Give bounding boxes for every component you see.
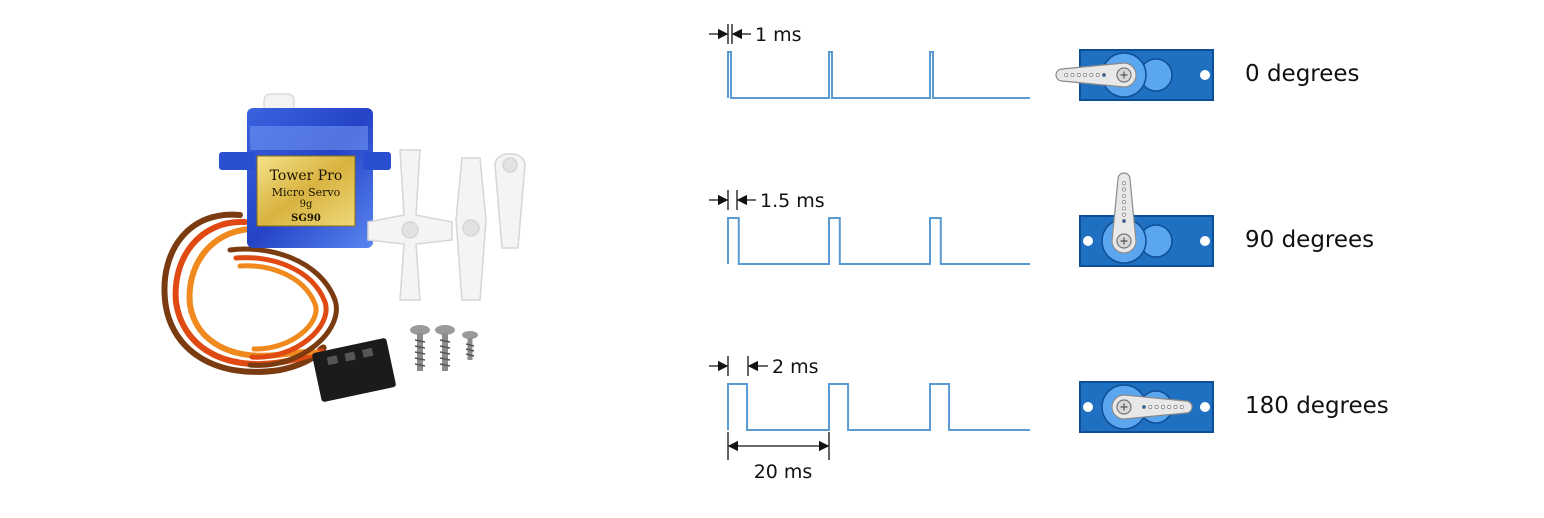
pwm-signal-row-1 [728,218,1030,264]
angle-label-row-0: 0 degrees [1245,61,1360,87]
servo-horns [368,150,525,300]
angle-label-row-1: 90 degrees [1245,227,1374,253]
brand-text: Tower Pro [270,168,343,184]
mount-hole-right [1200,236,1210,246]
servo-icons [1056,50,1213,432]
pulse-width-marker-row-1 [709,190,756,210]
pulse-label-row-0: 1 ms [755,24,802,46]
model-text: SG90 [291,213,321,224]
period-label: 20 ms [754,461,813,483]
product-text: Micro Servo [272,186,341,199]
mount-hole-left [1083,402,1093,412]
pwm-signal-row-2 [728,384,1030,430]
mount-hole-right [1200,70,1210,80]
servo-label: Tower Pro Micro Servo 9g SG90 [257,156,355,226]
pulse-label-row-1: 1.5 ms [760,190,825,212]
pulse-label-row-2: 2 ms [772,356,819,378]
servo-icon-row-2 [1080,382,1213,432]
pwm-signal-row-0 [728,52,1030,98]
pulse-width-marker-row-2 [709,356,768,376]
pulse-width-marker-row-0 [709,24,751,44]
servo-icon-row-0 [1056,50,1213,100]
servo-screws [410,325,478,371]
weight-text: 9g [300,199,313,210]
angle-label-row-2: 180 degrees [1245,393,1389,419]
mount-hole-right [1200,402,1210,412]
servo-photo: Tower Pro Micro Servo 9g SG90 [164,94,525,402]
mount-hole-left [1083,236,1093,246]
period-marker [728,432,829,460]
servo-icon-row-1 [1080,173,1213,266]
